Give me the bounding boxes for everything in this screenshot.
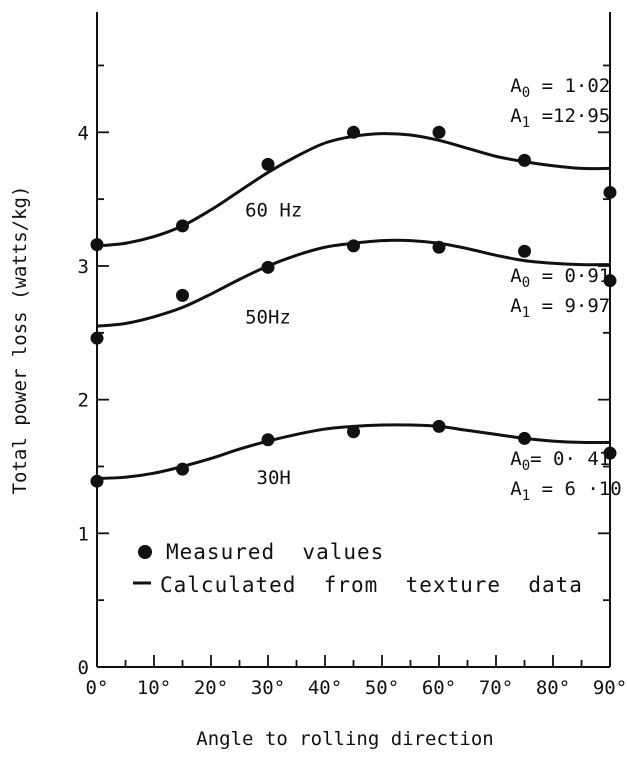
measured-point-0 xyxy=(432,125,446,139)
coef-annotation-1-1: A1 = 9·97 xyxy=(510,295,610,321)
measured-point-2 xyxy=(347,425,360,439)
series-label-2: 30H xyxy=(257,467,291,489)
measured-point-2 xyxy=(90,474,104,488)
x-tick-label: 0° xyxy=(86,677,109,699)
measured-point-1 xyxy=(90,331,104,345)
x-tick-label: 10° xyxy=(137,677,171,699)
measured-point-2 xyxy=(176,462,189,476)
x-tick-label: 40° xyxy=(308,677,342,699)
x-tick-label: 50° xyxy=(365,677,399,699)
measured-point-0 xyxy=(90,238,104,252)
y-tick-label: 1 xyxy=(78,523,89,545)
measured-point-1 xyxy=(176,288,189,302)
measured-point-0 xyxy=(261,157,275,171)
coef-annotation-2-0: A0= 0· 41 xyxy=(510,448,610,474)
measured-point-2 xyxy=(603,446,617,460)
y-tick-label: 3 xyxy=(78,256,89,278)
series-label-0: 60 Hz xyxy=(245,200,302,222)
measured-point-2 xyxy=(261,433,275,447)
x-tick-label: 90° xyxy=(593,677,627,699)
series-label-1: 50Hz xyxy=(245,306,291,328)
calculated-curve-0 xyxy=(96,132,611,248)
measured-point-0 xyxy=(347,125,360,139)
x-tick-label: 80° xyxy=(536,677,570,699)
y-tick-label: 2 xyxy=(78,390,89,412)
measured-point-1 xyxy=(603,274,617,288)
y-axis-label: Total power loss (watts/kg) xyxy=(9,186,31,495)
legend-calculated-label: Calculated from texture data xyxy=(160,573,583,597)
x-tick-label: 70° xyxy=(479,677,513,699)
measured-point-0 xyxy=(603,185,617,199)
measured-point-2 xyxy=(432,419,446,433)
measured-point-1 xyxy=(432,240,446,254)
coef-annotation-0-0: A0 = 1·02 xyxy=(510,75,610,101)
legend-measured-marker xyxy=(138,545,152,559)
measured-point-0 xyxy=(518,153,531,167)
x-tick-label: 20° xyxy=(194,677,228,699)
y-tick-label: 0 xyxy=(78,657,89,679)
y-tick-label: 4 xyxy=(78,122,89,144)
measured-point-1 xyxy=(347,239,360,253)
coef-annotation-1-0: A0 = 0·91 xyxy=(510,265,610,291)
measured-point-1 xyxy=(261,260,275,274)
x-tick-label: 60° xyxy=(422,677,456,699)
measured-points xyxy=(90,125,617,488)
measured-point-2 xyxy=(518,431,531,445)
measured-point-0 xyxy=(176,219,189,233)
legend-measured-label: Measured values xyxy=(166,540,384,564)
series-labels: 60 Hz 50Hz 30H xyxy=(245,200,302,489)
coef-annotation-2-1: A1 = 6 ·10 xyxy=(510,478,621,504)
coefficient-annotations: A0 = 1·02 A1 =12·95 A0 = 0·91 A1 = 9·97 A0= … xyxy=(510,75,621,504)
measured-point-1 xyxy=(518,244,531,258)
x-axis-ticks: 0° 10° 20° 30° 40° 50° 60° 70° 80° 90° xyxy=(86,655,627,699)
legend: Measured values Calculated from texture … xyxy=(133,540,583,597)
coef-annotation-0-1: A1 =12·95 xyxy=(510,105,610,131)
x-tick-label: 30° xyxy=(251,677,285,699)
x-axis-label: Angle to rolling direction xyxy=(196,728,493,750)
